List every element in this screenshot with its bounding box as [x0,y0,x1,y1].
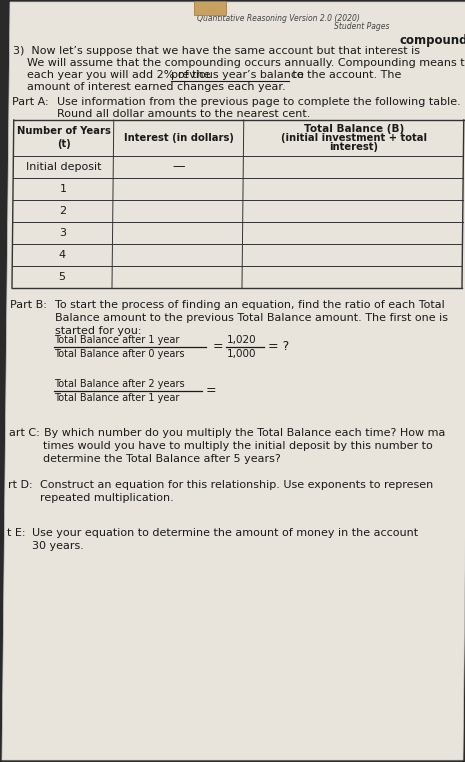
Text: 1,000: 1,000 [226,349,256,359]
Text: rt D:: rt D: [8,480,33,490]
Text: Total Balance after 1 year: Total Balance after 1 year [54,393,179,403]
Text: Total Balance (B): Total Balance (B) [304,124,404,134]
Text: determine the Total Balance after 5 years?: determine the Total Balance after 5 year… [43,454,281,464]
Text: Balance amount to the previous Total Balance amount. The first one is: Balance amount to the previous Total Bal… [55,313,448,323]
Text: Total Balance after 2 years: Total Balance after 2 years [54,379,185,389]
Text: 4: 4 [59,250,66,260]
Text: 5: 5 [59,272,66,282]
Text: 1: 1 [60,184,66,194]
Text: t E:: t E: [7,528,26,538]
Text: =: = [213,341,223,354]
Text: started for you:: started for you: [54,326,141,336]
Text: We will assume that the compounding occurs annually. Compounding means that: We will assume that the compounding occu… [27,58,465,68]
Text: By which number do you multiply the Total Balance each time? How ma: By which number do you multiply the Tota… [44,428,445,438]
Text: amount of interest earned changes each year.: amount of interest earned changes each y… [27,82,286,92]
Text: 30 years.: 30 years. [32,541,84,551]
Text: art C:: art C: [8,428,39,438]
Text: —: — [172,161,185,174]
Text: Number of Years: Number of Years [17,126,111,136]
Text: Total Balance after 0 years: Total Balance after 0 years [54,349,185,359]
Text: Use your equation to determine the amount of money in the account: Use your equation to determine the amoun… [33,528,419,538]
Text: 2: 2 [59,206,66,216]
Text: times would you have to multiply the initial deposit by this number to: times would you have to multiply the ini… [43,441,433,451]
Text: repeated multiplication.: repeated multiplication. [40,493,173,503]
Text: 3: 3 [59,228,66,238]
Text: = ?: = ? [268,341,290,354]
Text: Part B:: Part B: [10,300,46,310]
Text: Round all dollar amounts to the nearest cent.: Round all dollar amounts to the nearest … [57,109,310,119]
Text: Part A:: Part A: [12,97,49,107]
Text: Use information from the previous page to complete the following table.: Use information from the previous page t… [57,97,461,107]
Text: (t): (t) [57,139,70,149]
Text: 1,020: 1,020 [226,335,256,345]
Text: Total Balance after 1 year: Total Balance after 1 year [54,335,180,345]
Text: previous year’s balance: previous year’s balance [171,70,304,80]
Text: each year you will add 2% of the: each year you will add 2% of the [27,70,214,80]
Text: 3)  Now let’s suppose that we have the same account but that interest is: 3) Now let’s suppose that we have the sa… [13,46,419,56]
Text: interest): interest) [329,142,378,152]
Text: Construct an equation for this relationship. Use exponents to represen: Construct an equation for this relations… [40,480,433,490]
Text: Quantitative Reasoning Version 2.0 (2020): Quantitative Reasoning Version 2.0 (2020… [197,14,360,23]
Text: Student Pages: Student Pages [334,22,390,31]
Text: (initial investment + total: (initial investment + total [280,133,426,143]
FancyBboxPatch shape [194,1,226,15]
Text: Interest (in dollars): Interest (in dollars) [124,133,233,143]
Text: to the account. The: to the account. The [289,70,402,80]
Text: Initial deposit: Initial deposit [26,162,101,172]
Text: compounded.: compounded. [399,34,465,47]
Text: =: = [206,385,217,398]
Text: To start the process of finding an equation, find the ratio of each Total: To start the process of finding an equat… [55,300,445,310]
